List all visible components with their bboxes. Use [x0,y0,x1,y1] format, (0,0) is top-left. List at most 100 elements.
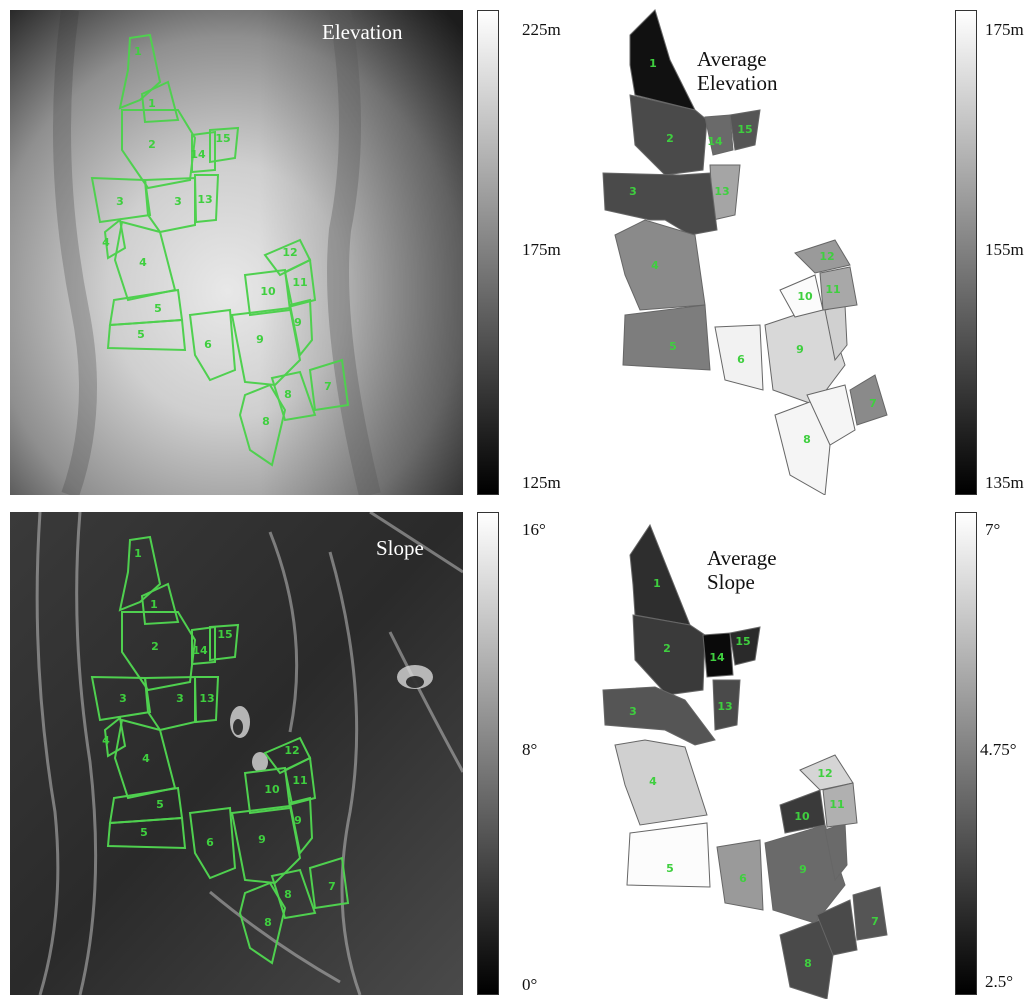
field-label: 10 [260,285,276,298]
avg-elevation-scale-mid: 155m [985,240,1024,259]
field-label: 9 [256,333,264,346]
field-label: 6 [204,338,212,351]
field-label: 15 [735,635,750,648]
field-label: 7 [869,397,877,410]
field-label: 8 [284,888,292,901]
elevation-map [10,10,463,495]
field-label: 15 [737,123,752,136]
field-label: 5 [156,798,164,811]
field-label: 1 [134,547,142,560]
avg-elevation-scale-min: 135m [985,473,1024,492]
slope-scale-mid: 8° [522,740,538,759]
field-label: 9 [258,833,266,846]
field-label: 13 [197,193,212,206]
elevation-colorbar [477,10,499,495]
field-label: 12 [819,250,834,263]
field-label: 1 [148,97,156,110]
field-label: 5 [154,302,162,315]
field-label: 14 [707,135,723,148]
field-label: 2 [666,132,674,145]
field-label: 14 [709,651,725,664]
field-label: 5 [140,826,148,839]
field-label: 3 [119,692,127,705]
avg-slope-title-line1: Average [707,546,777,570]
field-label: 5 [666,862,674,875]
field-label: 12 [284,744,299,757]
field-label: 6 [737,353,745,366]
avg-elevation-title-line1: Average [697,47,767,71]
field-label: 10 [264,783,280,796]
avg-slope-title: Average Slope [707,546,777,594]
slope-colorbar [477,512,499,995]
field-label: 3 [116,195,124,208]
elevation-field-labels: 1 1 2 3 3 4 4 5 5 6 7 8 8 9 9 10 11 12 1… [10,10,463,495]
field-label: 11 [292,276,307,289]
elevation-title: Elevation [322,20,403,44]
field-label: 8 [804,957,812,970]
field-label: 10 [794,810,810,823]
field-label: 4 [651,259,659,272]
field-label: 3 [629,705,637,718]
field-label: 1 [649,57,657,70]
avg-elevation-map: 1 2 14 15 13 3 4 5 6 9 10 11 12 8 7 [595,5,935,495]
field-label: 9 [294,316,302,329]
field-label: 5 [137,328,145,341]
field-label: 11 [829,798,844,811]
slope-map: 1 1 2 3 3 4 4 5 5 6 7 8 8 9 9 10 11 12 1… [10,512,463,995]
field-label: 6 [739,872,747,885]
elevation-scale-max: 225m [522,20,561,39]
field-label: 15 [217,628,232,641]
field-label: 11 [825,283,840,296]
elevation-scale-mid: 175m [522,240,561,259]
field-label: 13 [199,692,214,705]
avg-slope-colorbar [955,512,977,995]
field-label: 1 [150,598,158,611]
field-label: 8 [262,415,270,428]
field-label: 7 [328,880,336,893]
slope-title: Slope [376,536,424,560]
field-label: 14 [192,644,208,657]
field-label: 4 [139,256,147,269]
field-label: 4 [102,734,110,747]
field-label: 8 [264,916,272,929]
avg-slope-map: 1 2 14 15 13 3 4 5 6 9 10 11 12 8 7 [595,515,935,999]
field-label: 7 [871,915,879,928]
field-label: 3 [176,692,184,705]
field-label: 7 [324,380,332,393]
field-label: 2 [148,138,156,151]
elevation-scale-min: 125m [522,473,561,492]
field-label: 9 [796,343,804,356]
field-label: 4 [102,236,110,249]
avg-slope-title-line2: Slope [707,570,755,594]
field-label: 8 [284,388,292,401]
avg-elevation-colorbar [955,10,977,495]
field-label: 9 [294,814,302,827]
field-label: 15 [215,132,230,145]
avg-elevation-title: Average Elevation [697,47,777,95]
field-label: 3 [174,195,182,208]
field-label: 4 [142,752,150,765]
field-label: 12 [817,767,832,780]
field-label: 8 [803,433,811,446]
field-label: 1 [653,577,661,590]
field-label: 13 [714,185,729,198]
field-label: 2 [663,642,671,655]
field-label: 1 [134,45,142,58]
avg-slope-scale-max: 7° [985,520,1001,539]
avg-slope-scale-min: 2.5° [985,972,1014,991]
field-label: 12 [282,246,297,259]
avg-slope-scale-mid: 4.75° [980,740,1017,759]
field-label: 11 [292,774,307,787]
field-label: 13 [717,700,732,713]
field-label: 3 [629,185,637,198]
field-label: 2 [151,640,159,653]
field-label: 4 [649,775,657,788]
avg-elevation-scale-max: 175m [985,20,1024,39]
slope-scale-max: 16° [522,520,546,539]
field-label: 14 [190,148,206,161]
field-label: 6 [206,836,214,849]
field-label: 10 [797,290,813,303]
slope-scale-min: 0° [522,975,538,994]
field-label: 5 [669,340,677,353]
field-label: 9 [799,863,807,876]
